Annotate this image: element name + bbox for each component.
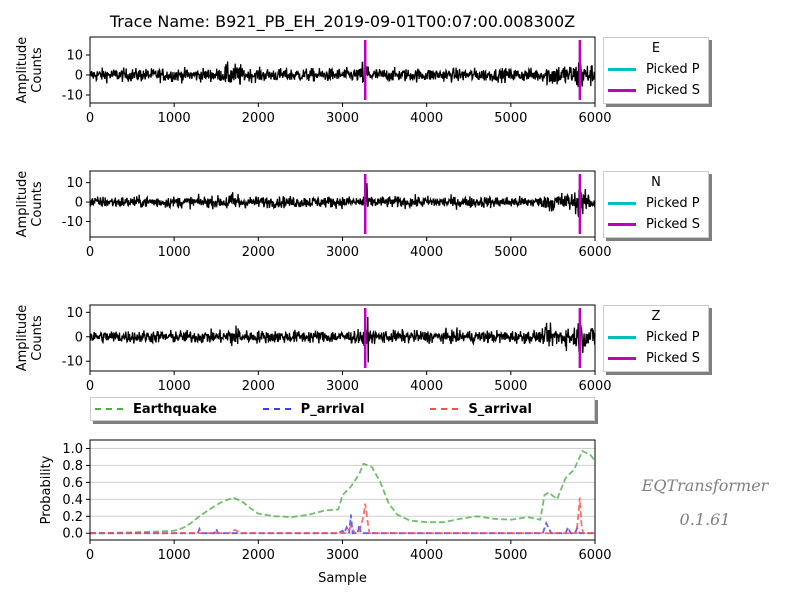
y-tick-label: 10 [66, 306, 83, 321]
legend-p-arrival-swatch [262, 408, 291, 410]
x-tick-label: 6000 [578, 548, 611, 563]
y-axis-label: Counts [30, 181, 45, 227]
series-s-arrival [90, 497, 595, 535]
legend-e-title: E [651, 41, 661, 56]
x-tick-label: 3000 [326, 548, 359, 563]
watermark-name: EQTransformer [641, 476, 769, 495]
x-tick-label: 5000 [494, 111, 527, 126]
x-tick-label: 5000 [494, 548, 527, 563]
legend-earthquake-label: Earthquake [133, 401, 217, 417]
y-tick-label: 0.8 [62, 459, 83, 474]
x-tick-label: 0 [86, 111, 94, 126]
legend-item-earthquake: Earthquake [91, 402, 259, 417]
y-tick-label: 0.0 [62, 527, 83, 542]
figure-title: Trace Name: B921_PB_EH_2019-09-01T00:07:… [109, 12, 576, 31]
y-axis-label: Amplitude [15, 37, 30, 104]
x-tick-label: 1000 [158, 379, 191, 394]
x-axis-label: Sample [318, 571, 367, 586]
y-tick-label: -10 [62, 355, 83, 370]
trace-waveform [89, 183, 596, 218]
x-tick-label: 1000 [158, 111, 191, 126]
x-tick-label: 4000 [410, 245, 443, 260]
x-tick-label: 2000 [242, 111, 275, 126]
legend-picked-s-label: Picked S [646, 217, 701, 232]
x-tick-label: 6000 [578, 379, 611, 394]
legend-picked-p-label: Picked P [646, 330, 700, 345]
y-tick-label: 0.2 [62, 510, 83, 525]
y-axis-label: Amplitude [15, 171, 30, 238]
y-axis-label: Probability [39, 455, 54, 524]
legend-z: Z Picked P Picked S [603, 305, 709, 372]
x-tick-label: 0 [86, 245, 94, 260]
x-tick-label: 4000 [410, 548, 443, 563]
y-tick-label: 0 [75, 69, 83, 84]
y-axis-label: Counts [30, 47, 45, 93]
legend-earthquake-swatch [95, 408, 123, 410]
legend-picked-s-label: Picked S [646, 351, 701, 366]
x-tick-label: 0 [86, 379, 94, 394]
y-tick-label: 0.6 [62, 476, 83, 491]
legend-s-arrival-label: S_arrival [468, 401, 532, 417]
y-tick-label: 0.4 [62, 493, 83, 508]
legend-picked-s-label: Picked S [646, 83, 701, 98]
x-tick-label: 1000 [158, 245, 191, 260]
y-tick-label: 10 [66, 49, 83, 64]
y-tick-label: -10 [62, 89, 83, 104]
x-tick-label: 3000 [326, 379, 359, 394]
x-tick-label: 0 [86, 548, 94, 563]
x-tick-label: 2000 [242, 379, 275, 394]
x-tick-label: 3000 [326, 245, 359, 260]
legend-item-s-arrival: S_arrival [426, 402, 594, 417]
legend-p-arrival-label: P_arrival [300, 401, 365, 417]
x-tick-label: 2000 [242, 245, 275, 260]
x-tick-label: 3000 [326, 111, 359, 126]
x-tick-label: 6000 [578, 245, 611, 260]
legend-picked-p-swatch [608, 68, 636, 71]
y-tick-label: 10 [66, 176, 83, 191]
legend-z-title: Z [651, 309, 661, 324]
x-tick-label: 4000 [410, 111, 443, 126]
legend-item-p-arrival: P_arrival [259, 402, 427, 417]
legend-picked-s-swatch [608, 89, 636, 92]
legend-e: E Picked P Picked S [603, 37, 709, 104]
legend-picked-p-swatch [608, 336, 636, 339]
axes-frame [89, 36, 596, 104]
trace-waveform [89, 61, 596, 88]
y-tick-label: 1.0 [62, 442, 83, 457]
legend-picked-p-label: Picked P [646, 196, 700, 211]
series-earthquake [89, 449, 596, 535]
legend-picked-s-swatch [608, 357, 636, 360]
legend-picked-p-label: Picked P [646, 62, 700, 77]
trace-waveform [89, 316, 596, 363]
x-tick-label: 5000 [494, 245, 527, 260]
axes-frame [89, 439, 596, 541]
x-tick-label: 6000 [578, 111, 611, 126]
x-tick-label: 1000 [158, 548, 191, 563]
x-tick-label: 2000 [242, 548, 275, 563]
probability-legend: Earthquake P_arrival S_arrival [90, 397, 595, 421]
x-tick-label: 5000 [494, 379, 527, 394]
y-axis-label: Amplitude [15, 305, 30, 372]
y-axis-label: Counts [30, 315, 45, 361]
y-tick-label: 0 [75, 330, 83, 345]
x-tick-label: 4000 [410, 379, 443, 394]
legend-picked-s-swatch [608, 223, 636, 226]
watermark-version: 0.1.61 [679, 510, 731, 529]
legend-n-title: N [651, 175, 661, 190]
legend-picked-p-swatch [608, 202, 636, 205]
y-tick-label: 0 [75, 196, 83, 211]
legend-s-arrival-swatch [430, 408, 459, 410]
legend-n: N Picked P Picked S [603, 171, 709, 238]
y-tick-label: -10 [62, 215, 83, 230]
